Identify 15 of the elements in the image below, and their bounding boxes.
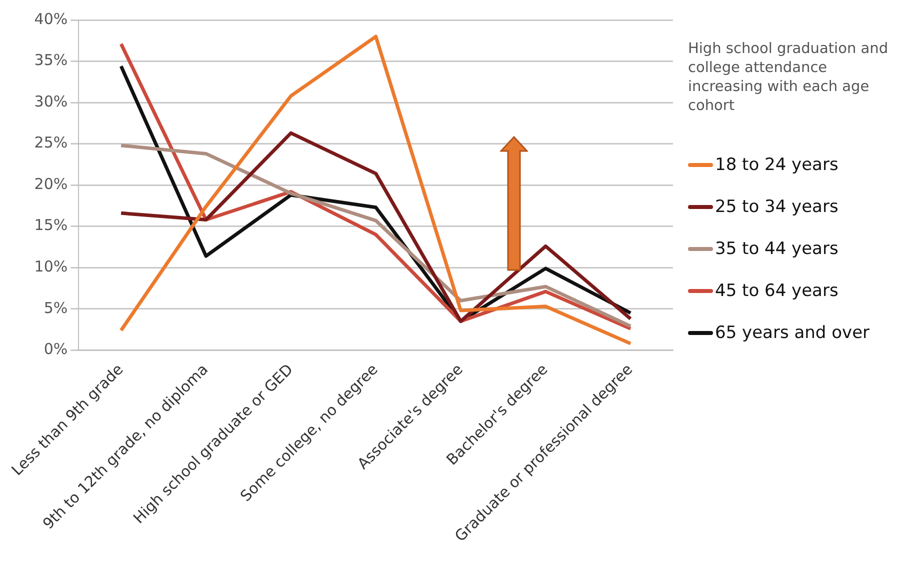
y-tick-label: 15%	[34, 216, 68, 234]
y-tick-label: 25%	[34, 134, 68, 152]
y-tick-label: 30%	[34, 92, 68, 110]
legend-title: High school graduation and college attendance increasing with each age cohort	[688, 40, 890, 116]
legend-label: 35 to 44 years	[715, 239, 838, 259]
y-tick-label: 40%	[34, 10, 68, 28]
legend-label: 65 years and over	[715, 323, 870, 343]
y-tick-label: 0%	[44, 340, 68, 358]
y-tick-label: 20%	[34, 174, 68, 193]
legend-label: 25 to 34 years	[715, 197, 838, 217]
y-tick-label: 5%	[44, 298, 68, 317]
y-tick-label: 10%	[34, 258, 68, 276]
y-tick-label: 35%	[34, 51, 68, 70]
legend-label: 45 to 64 years	[715, 281, 838, 301]
legend-label: 18 to 24 years	[715, 155, 838, 175]
